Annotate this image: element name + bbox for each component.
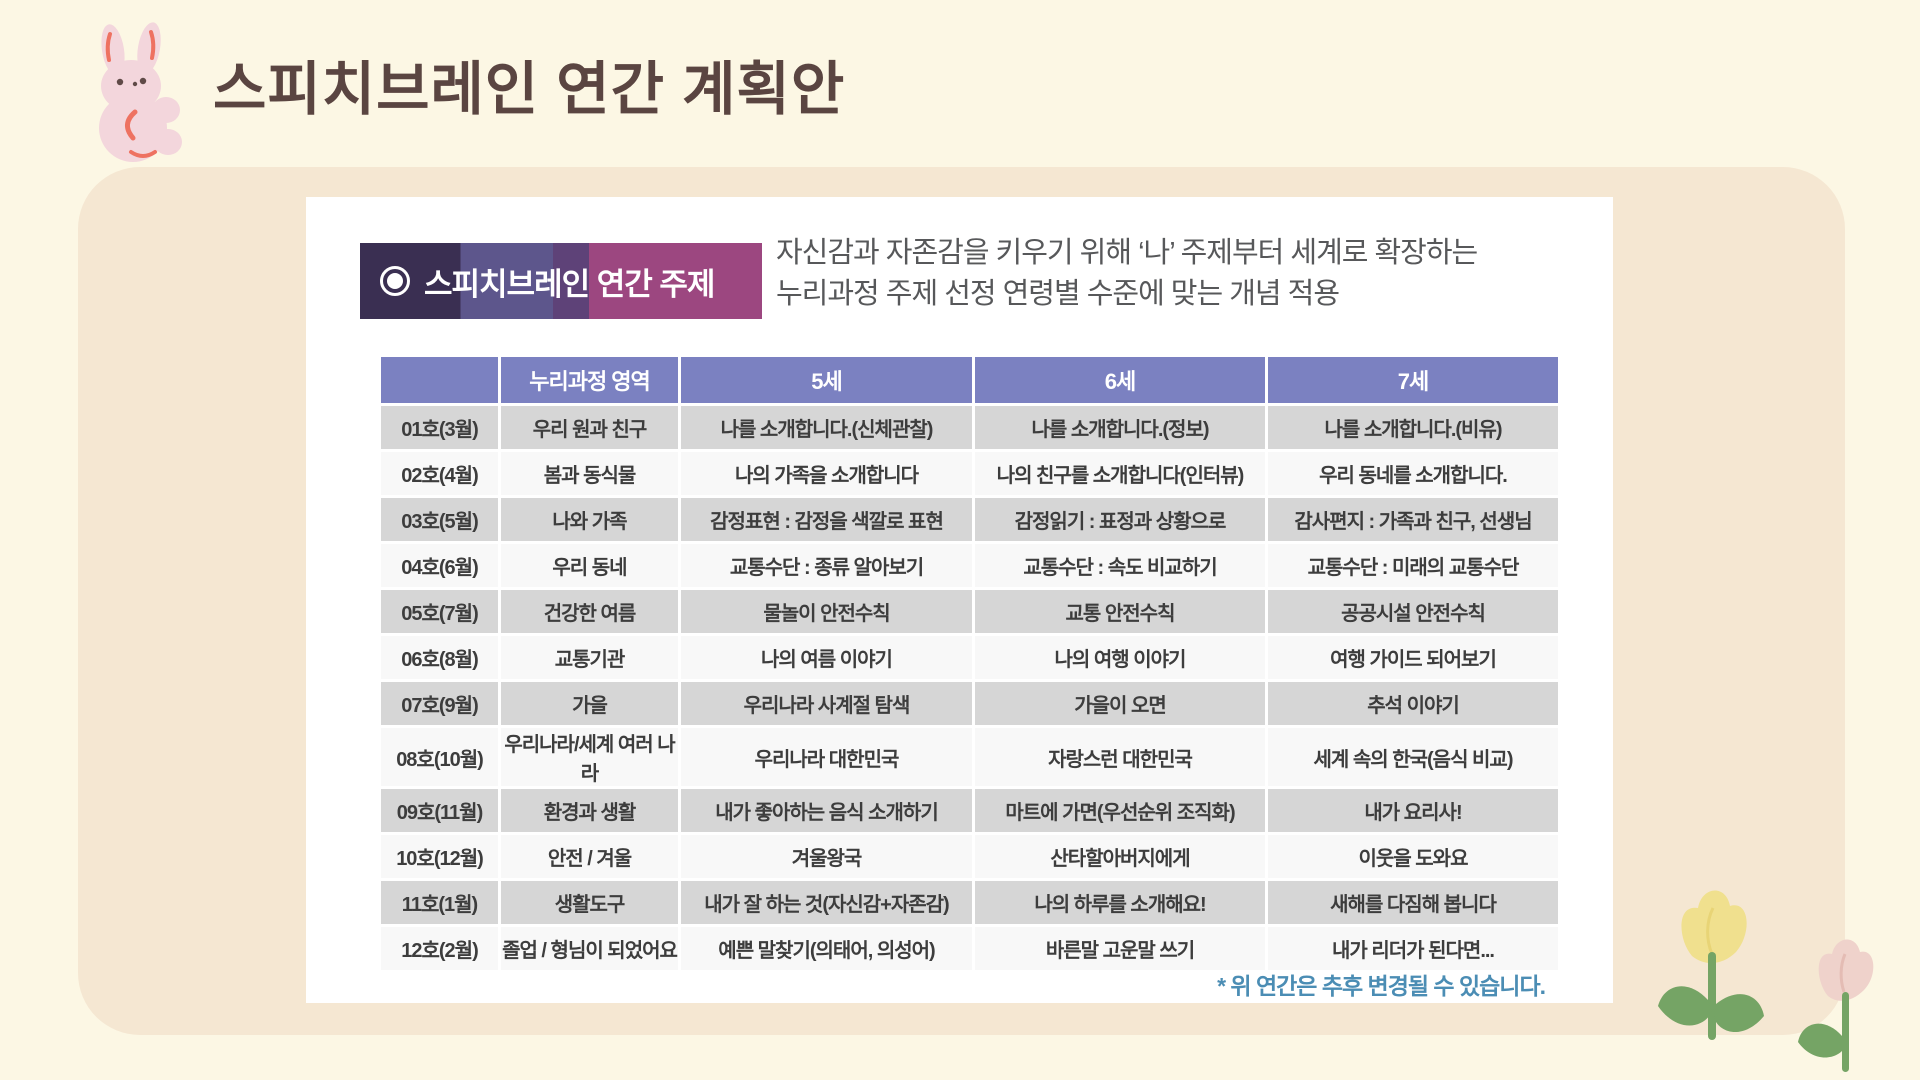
topic-cell: 교통 안전수칙: [975, 590, 1265, 633]
area-cell: 우리 원과 친구: [501, 406, 678, 449]
topic-cell: 나를 소개합니다.(비유): [1268, 406, 1558, 449]
area-cell: 건강한 여름: [501, 590, 678, 633]
topic-cell: 나의 가족을 소개합니다: [681, 452, 972, 495]
table-row: 01호(3월) 우리 원과 친구 나를 소개합니다.(신체관찰) 나를 소개합니다.(…: [381, 406, 1558, 449]
topic-cell: 세계 속의 한국(음식 비교): [1268, 728, 1558, 786]
topic-cell: 감정읽기 : 표정과 상황으로: [975, 498, 1265, 541]
topic-cell: 교통수단 : 종류 알아보기: [681, 544, 972, 587]
table-row: 03호(5월) 나와 가족 감정표현 : 감정을 색깔로 표현 감정읽기 : 표정과 …: [381, 498, 1558, 541]
header-age5: 5세: [681, 357, 972, 403]
header-area: 누리과정 영역: [501, 357, 678, 403]
content-card: 스피치브레인 연간 주제 자신감과 자존감을 키우기 위해 ‘나’ 주제부터 세…: [306, 197, 1613, 1003]
table-header-row: 누리과정 영역 5세 6세 7세: [381, 357, 1558, 403]
topic-cell: 새해를 다짐해 봅니다: [1268, 881, 1558, 924]
topic-cell: 감정표현 : 감정을 색깔로 표현: [681, 498, 972, 541]
section-badge-label: 스피치브레인 연간 주제: [424, 266, 715, 302]
topic-cell: 내가 요리사!: [1268, 789, 1558, 832]
header-month: [381, 357, 498, 403]
table-row: 10호(12월) 안전 / 겨울 겨울왕국 산타할아버지에게 이웃을 도와요: [381, 835, 1558, 878]
topic-cell: 내가 잘 하는 것(자신감+자존감): [681, 881, 972, 924]
topic-cell: 예쁜 말찾기(의태어, 의성어): [681, 927, 972, 970]
area-cell: 안전 / 겨울: [501, 835, 678, 878]
topic-cell: 내가 리더가 된다면...: [1268, 927, 1558, 970]
area-cell: 우리 동네: [501, 544, 678, 587]
header-age7: 7세: [1268, 357, 1558, 403]
area-cell: 졸업 / 형님이 되었어요: [501, 927, 678, 970]
topic-cell: 우리나라 대한민국: [681, 728, 972, 786]
table-row: 11호(1월) 생활도구 내가 잘 하는 것(자신감+자존감) 나의 하루를 소개해요…: [381, 881, 1558, 924]
topic-cell: 감사편지 : 가족과 친구, 선생님: [1268, 498, 1558, 541]
topic-cell: 공공시설 안전수칙: [1268, 590, 1558, 633]
topic-cell: 나를 소개합니다.(신체관찰): [681, 406, 972, 449]
month-cell: 07호(9월): [381, 682, 498, 725]
table-row: 05호(7월) 건강한 여름 물놀이 안전수칙 교통 안전수칙 공공시설 안전수칙: [381, 590, 1558, 633]
table-row: 06호(8월) 교통기관 나의 여름 이야기 나의 여행 이야기 여행 가이드 되어보기: [381, 636, 1558, 679]
topic-cell: 물놀이 안전수칙: [681, 590, 972, 633]
month-cell: 04호(6월): [381, 544, 498, 587]
topic-cell: 내가 좋아하는 음식 소개하기: [681, 789, 972, 832]
topic-cell: 나의 여름 이야기: [681, 636, 972, 679]
area-cell: 생활도구: [501, 881, 678, 924]
month-cell: 12호(2월): [381, 927, 498, 970]
table-row: 12호(2월) 졸업 / 형님이 되었어요 예쁜 말찾기(의태어, 의성어) 바른말 …: [381, 927, 1558, 970]
topic-cell: 추석 이야기: [1268, 682, 1558, 725]
month-cell: 11호(1월): [381, 881, 498, 924]
month-cell: 05호(7월): [381, 590, 498, 633]
topic-cell: 산타할아버지에게: [975, 835, 1265, 878]
topic-cell: 나의 하루를 소개해요!: [975, 881, 1265, 924]
area-cell: 환경과 생활: [501, 789, 678, 832]
month-cell: 03호(5월): [381, 498, 498, 541]
table-row: 04호(6월) 우리 동네 교통수단 : 종류 알아보기 교통수단 : 속도 비교하기…: [381, 544, 1558, 587]
annual-plan-table: 누리과정 영역 5세 6세 7세 01호(3월) 우리 원과 친구 나를 소개합니다…: [378, 354, 1561, 973]
plan-table-body: 01호(3월) 우리 원과 친구 나를 소개합니다.(신체관찰) 나를 소개합니다.(…: [381, 406, 1558, 970]
table-row: 09호(11월) 환경과 생활 내가 좋아하는 음식 소개하기 마트에 가면(우선순위…: [381, 789, 1558, 832]
topic-cell: 나의 여행 이야기: [975, 636, 1265, 679]
topic-cell: 교통수단 : 미래의 교통수단: [1268, 544, 1558, 587]
description-line-1: 자신감과 자존감을 키우기 위해 ‘나’ 주제부터 세계로 확장하는: [776, 237, 1478, 269]
month-cell: 08호(10월): [381, 728, 498, 786]
area-cell: 나와 가족: [501, 498, 678, 541]
area-cell: 교통기관: [501, 636, 678, 679]
footnote: * 위 연간은 추후 변경될 수 있습니다.: [1217, 973, 1546, 999]
section-badge: 스피치브레인 연간 주제: [360, 243, 762, 319]
topic-cell: 마트에 가면(우선순위 조직화): [975, 789, 1265, 832]
table-row: 07호(9월) 가을 우리나라 사계절 탐색 가을이 오면 추석 이야기: [381, 682, 1558, 725]
month-cell: 09호(11월): [381, 789, 498, 832]
bunny-icon: [99, 22, 182, 162]
table-row: 08호(10월) 우리나라/세계 여러 나라 우리나라 대한민국 자랑스런 대한민국 세…: [381, 728, 1558, 786]
topic-cell: 우리나라 사계절 탐색: [681, 682, 972, 725]
month-cell: 01호(3월): [381, 406, 498, 449]
area-cell: 봄과 동식물: [501, 452, 678, 495]
table-row: 02호(4월) 봄과 동식물 나의 가족을 소개합니다 나의 친구를 소개합니다(인터…: [381, 452, 1558, 495]
month-cell: 10호(12월): [381, 835, 498, 878]
topic-cell: 여행 가이드 되어보기: [1268, 636, 1558, 679]
topic-cell: 이웃을 도와요: [1268, 835, 1558, 878]
topic-cell: 교통수단 : 속도 비교하기: [975, 544, 1265, 587]
description-line-2: 누리과정 주제 선정 연령별 수준에 맞는 개념 적용: [776, 278, 1340, 311]
ring-dot-bullet-icon: [380, 266, 410, 296]
topic-cell: 우리 동네를 소개합니다.: [1268, 452, 1558, 495]
section-description: 자신감과 자존감을 키우기 위해 ‘나’ 주제부터 세계로 확장하는 누리과정 …: [776, 233, 1576, 315]
page-title: 스피치브레인 연간 계획안: [213, 57, 846, 122]
area-cell: 우리나라/세계 여러 나라: [501, 728, 678, 786]
area-cell: 가을: [501, 682, 678, 725]
topic-cell: 자랑스런 대한민국: [975, 728, 1265, 786]
topic-cell: 나의 친구를 소개합니다(인터뷰): [975, 452, 1265, 495]
topic-cell: 바른말 고운말 쓰기: [975, 927, 1265, 970]
tulip-flowers-icon: [1658, 890, 1874, 1072]
header-age6: 6세: [975, 357, 1265, 403]
month-cell: 06호(8월): [381, 636, 498, 679]
topic-cell: 겨울왕국: [681, 835, 972, 878]
month-cell: 02호(4월): [381, 452, 498, 495]
topic-cell: 나를 소개합니다.(정보): [975, 406, 1265, 449]
topic-cell: 가을이 오면: [975, 682, 1265, 725]
